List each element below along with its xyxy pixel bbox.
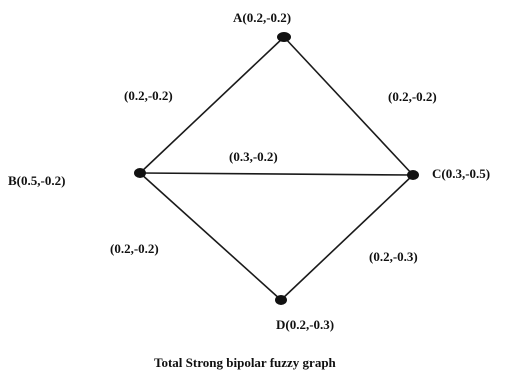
edge-a-c <box>283 36 414 176</box>
node-c-label: C(0.3,-0.5) <box>432 166 490 181</box>
node-b-label: B(0.5,-0.2) <box>8 173 65 188</box>
edge-c-d-label: (0.2,-0.3) <box>369 249 418 264</box>
edge-c-d <box>280 174 414 301</box>
edge-b-d <box>139 172 282 301</box>
edge-a-c-label: (0.2,-0.2) <box>388 89 437 104</box>
node-c <box>407 170 419 180</box>
edge-b-c <box>139 172 414 176</box>
node-d <box>275 295 287 305</box>
edge-b-c-label: (0.3,-0.2) <box>229 149 278 164</box>
node-a-label: A(0.2,-0.2) <box>233 10 291 25</box>
edge-a-b-label: (0.2,-0.2) <box>124 88 173 103</box>
edge-a-b <box>139 36 285 174</box>
diagram-caption: Total Strong bipolar fuzzy graph <box>154 355 337 370</box>
edge-b-d-label: (0.2,-0.2) <box>110 241 159 256</box>
node-b <box>134 168 146 178</box>
node-d-label: D(0.2,-0.3) <box>276 317 334 332</box>
node-a <box>277 32 291 42</box>
